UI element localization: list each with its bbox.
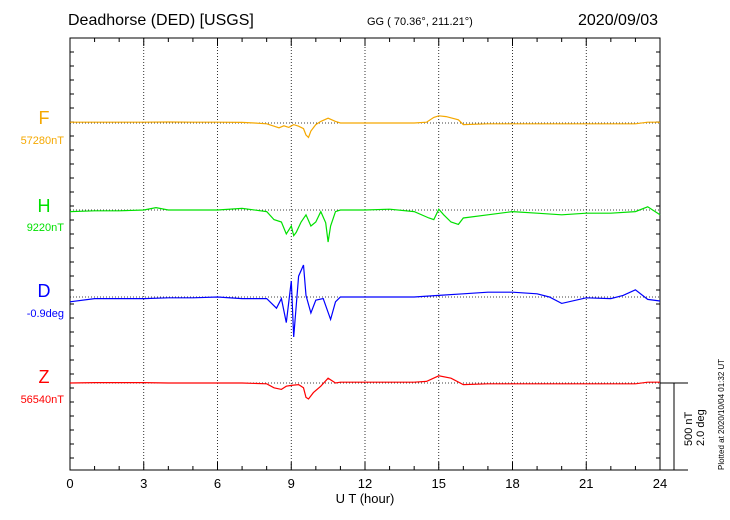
scale-label-deg: 2.0 deg — [695, 409, 707, 446]
x-tick-label: 15 — [432, 476, 446, 491]
series-baseline-h: 9220nT — [27, 222, 65, 234]
station-coordinates: GG ( 70.36°, 211.21°) — [367, 16, 473, 28]
x-tick-label: 18 — [505, 476, 519, 491]
x-tick-label: 9 — [288, 476, 295, 491]
series-label-f: F — [39, 108, 50, 128]
series-baseline-d: -0.9deg — [27, 308, 64, 320]
series-line-h — [69, 206, 661, 243]
x-tick-label: 0 — [66, 476, 73, 491]
x-tick-label: 12 — [358, 476, 372, 491]
x-tick-label: 21 — [579, 476, 593, 491]
chart-title: Deadhorse (DED) [USGS] — [68, 12, 254, 29]
x-tick-label: 24 — [653, 476, 667, 491]
series-line-d — [69, 264, 661, 338]
plotted-note: Plotted at 2020/10/04 01:32 UT — [717, 359, 726, 470]
x-axis-label: U T (hour) — [336, 491, 395, 506]
series-label-d: D — [38, 281, 51, 301]
x-tick-label: 3 — [140, 476, 147, 491]
series-baseline-z: 56540nT — [21, 394, 65, 406]
series-line-f — [70, 115, 660, 139]
chart-date: 2020/09/03 — [578, 12, 659, 29]
series-label-z: Z — [39, 367, 50, 387]
scale-label-nt: 500 nT — [683, 411, 695, 446]
x-tick-label: 6 — [214, 476, 221, 491]
series-line-z — [69, 375, 660, 400]
series-label-h: H — [38, 196, 51, 216]
series-baseline-f: 57280nT — [21, 135, 65, 147]
